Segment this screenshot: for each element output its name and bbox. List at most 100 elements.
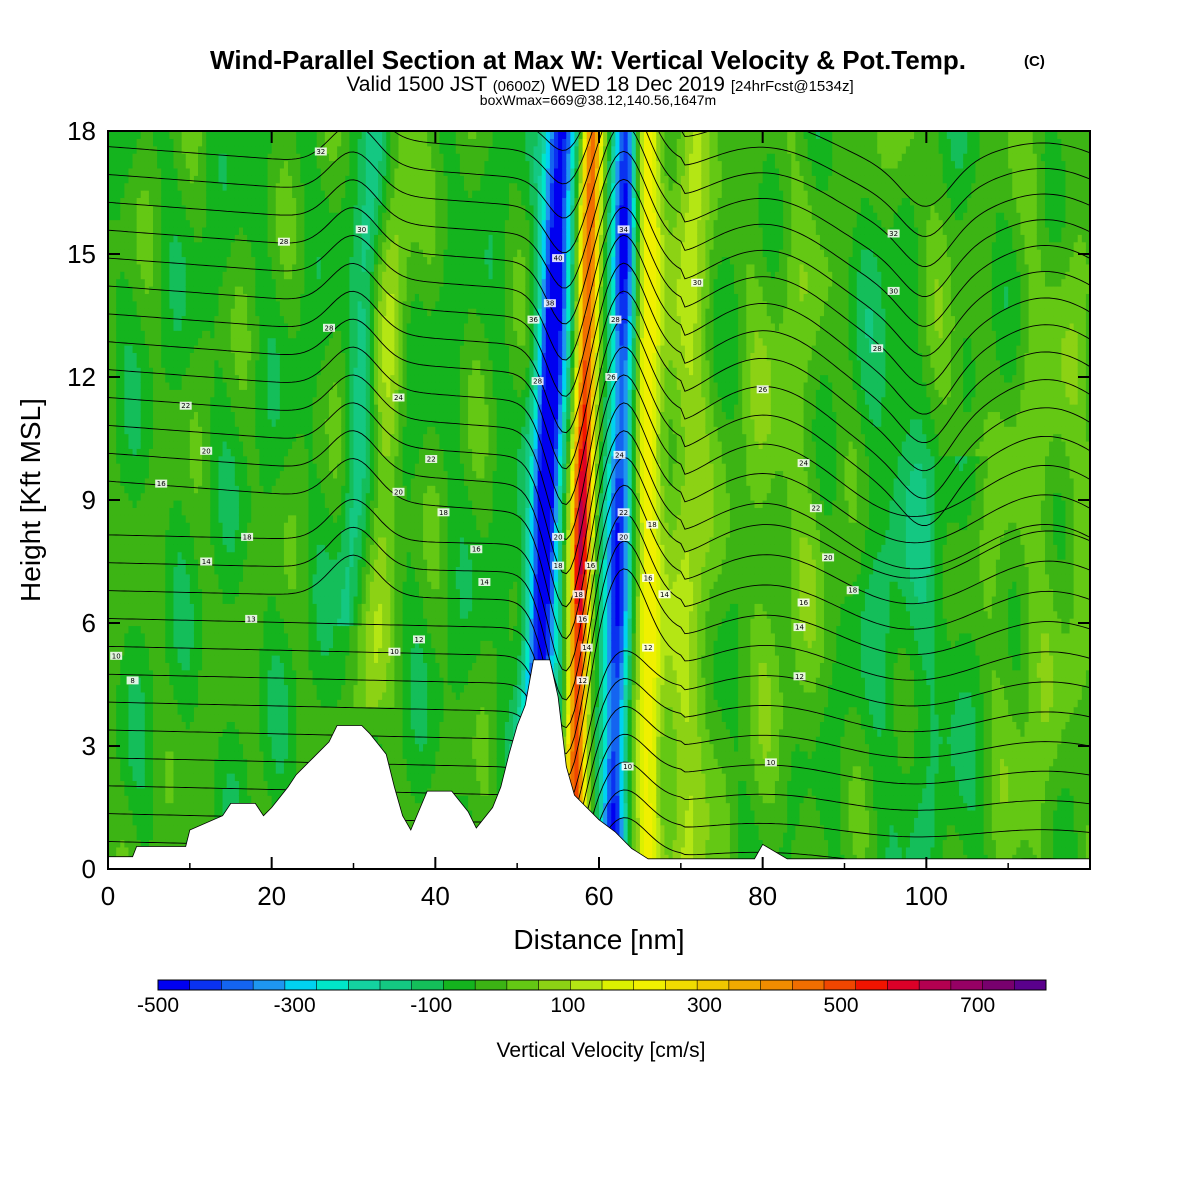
colorbar-swatch: [792, 980, 824, 990]
x-tick-label: 20: [257, 881, 286, 911]
subtitle-valid: Valid 1500 JST: [346, 73, 487, 96]
colorbar-swatch: [475, 980, 507, 990]
y-axis-label: Height [Kft MSL]: [15, 398, 46, 602]
contour-label: 16: [585, 562, 597, 571]
x-tick-label: 60: [585, 881, 614, 911]
contour-label: 40: [552, 254, 564, 263]
colorbar-swatch: [729, 980, 761, 990]
contour-label: 30: [691, 279, 703, 288]
contour-label: 24: [614, 451, 626, 460]
colorbar-tick-label: -100: [410, 994, 452, 1017]
contour-label: 20: [552, 533, 564, 542]
contour-label: 24: [798, 459, 810, 468]
contour-label: 32: [315, 148, 327, 157]
contour-label: 18: [573, 590, 585, 599]
colorbar-swatch: [443, 980, 475, 990]
contour-label: 20: [618, 533, 630, 542]
contour-label: 28: [532, 377, 544, 386]
contour-label: 18: [241, 533, 253, 542]
contour-label: 16: [470, 545, 482, 554]
contour-label: 16: [577, 615, 589, 624]
contour-label: 38: [544, 299, 556, 308]
x-axis-label: Distance [nm]: [513, 924, 684, 955]
contour-label: 13: [245, 615, 257, 624]
x-tick-label: 80: [748, 881, 777, 911]
colorbar-swatch: [602, 980, 634, 990]
contour-label: 12: [794, 672, 806, 681]
contour-label: 22: [810, 504, 822, 513]
contour-label: 16: [798, 599, 810, 608]
colorbar-tick-label: -500: [137, 994, 179, 1017]
colorbar-swatch: [348, 980, 380, 990]
colorbar-swatch: [221, 980, 253, 990]
chart-title: Wind-Parallel Section at Max W: Vertical…: [210, 45, 966, 75]
y-tick-label: 15: [67, 239, 96, 269]
contour-label: 22: [425, 455, 437, 464]
contour-label: 36: [528, 316, 540, 325]
contour-label: 18: [646, 521, 658, 530]
contour-label: 28: [323, 324, 335, 333]
colorbar-swatch: [285, 980, 317, 990]
contour-label: 18: [552, 562, 564, 571]
contour-label: 14: [794, 623, 806, 632]
contour-label: 14: [478, 578, 490, 587]
contour-label: 10: [765, 758, 777, 767]
contour-label: 22: [618, 508, 630, 517]
colorbar-tick-label: 700: [960, 994, 995, 1017]
contour-label: 16: [642, 574, 654, 583]
contour-label: 12: [577, 676, 589, 685]
colorbar-tick-label: -300: [274, 994, 316, 1017]
colorbar-swatch: [983, 980, 1015, 990]
colorbar-swatch: [665, 980, 697, 990]
colorbar-swatch: [887, 980, 919, 990]
colorbar-tick-label: 300: [687, 994, 722, 1017]
colorbar-swatch: [634, 980, 666, 990]
contour-label: 30: [888, 287, 900, 296]
contour-label: 28: [871, 344, 883, 353]
contour-label: 12: [642, 644, 654, 653]
contour-label: 10: [388, 648, 400, 657]
y-tick-label: 9: [82, 485, 96, 515]
colorbar-swatch: [190, 980, 222, 990]
contour-label: 20: [393, 488, 405, 497]
x-tick-label: 40: [421, 881, 450, 911]
colorbar-swatch: [539, 980, 571, 990]
contour-label: 30: [356, 225, 368, 234]
colorbar-tick-label: 100: [550, 994, 585, 1017]
contour-label: 22: [180, 402, 192, 411]
colorbar-label: Vertical Velocity [cm/s]: [497, 1039, 706, 1062]
contour-label: 10: [110, 652, 122, 661]
colorbar-swatch: [317, 980, 349, 990]
contour-label: 10: [622, 763, 634, 772]
y-tick-label: 12: [67, 362, 96, 392]
colorbar-swatch: [1014, 980, 1046, 990]
colorbar-swatch: [761, 980, 793, 990]
subtitle-forecast: [24hrFcst@1534z]: [731, 78, 854, 95]
contour-label: 32: [888, 230, 900, 239]
contour-label: 18: [847, 586, 859, 595]
y-tick-label: 18: [67, 116, 96, 146]
chart-subtitle-box: boxWmax=669@38.12,140.56,1647m: [480, 92, 716, 108]
contour-label: 26: [757, 385, 769, 394]
contour-label: 18: [438, 508, 450, 517]
vertical-velocity-field: [108, 124, 1091, 870]
y-tick-label: 3: [82, 731, 96, 761]
contour-label: 24: [393, 394, 405, 403]
contour-label: 14: [200, 558, 212, 567]
y-tick-label: 6: [82, 608, 96, 638]
colorbar-swatch: [919, 980, 951, 990]
colorbar-swatch: [856, 980, 888, 990]
x-tick-label: 100: [905, 881, 948, 911]
colorbar-swatch: [951, 980, 983, 990]
colorbar-swatch: [824, 980, 856, 990]
colorbar-swatch: [158, 980, 190, 990]
colorbar-swatch: [253, 980, 285, 990]
y-tick-label: 0: [82, 854, 96, 884]
contour-label: 16: [155, 480, 167, 489]
contour-label: 14: [581, 644, 593, 653]
colorbar-swatch: [697, 980, 729, 990]
contour-label: 20: [200, 447, 212, 456]
colorbar-tick-label: 500: [824, 994, 859, 1017]
contour-label: 20: [822, 553, 834, 562]
